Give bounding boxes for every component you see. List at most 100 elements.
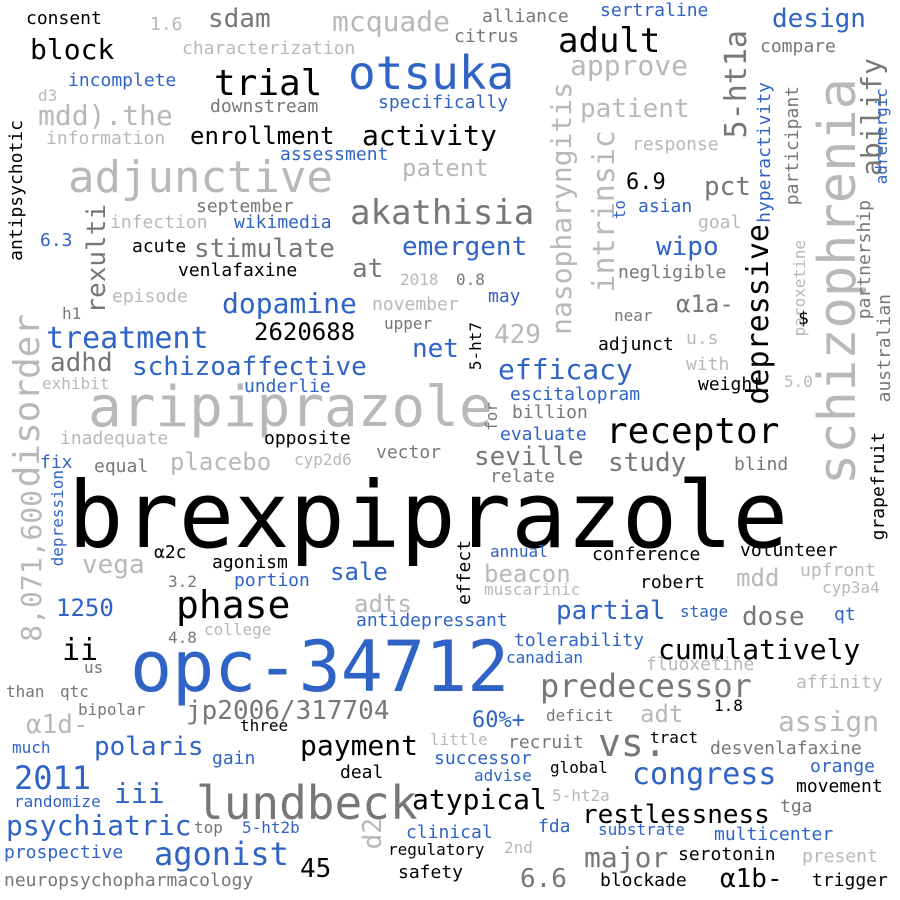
word-nasopharyngitis: nasopharyngitis <box>545 82 578 335</box>
word-portion: portion <box>234 570 310 591</box>
word-study: study <box>608 448 687 478</box>
word-4-8: 4.8 <box>168 628 197 647</box>
word-otsuka: otsuka <box>348 46 515 100</box>
word-sdam: sdam <box>208 4 271 34</box>
word-trigger: trigger <box>812 870 888 891</box>
word-qt: qt <box>834 604 856 625</box>
word-antidepressant: antidepressant <box>356 610 508 631</box>
word-5-0: 5.0 <box>784 372 813 391</box>
word-dopamine: dopamine <box>222 287 357 320</box>
word-multicenter: multicenter <box>714 824 834 845</box>
word-dose: dose <box>742 602 805 632</box>
word-wipo: wipo <box>656 232 719 262</box>
word-vega: vega <box>82 550 145 580</box>
word-september: september <box>196 196 294 217</box>
word-global: global <box>550 758 608 777</box>
word-atypical: atypical <box>412 783 547 816</box>
word-8071600: 8,071,600 <box>15 490 48 642</box>
word-deficit: deficit <box>546 706 614 725</box>
word-episode: episode <box>112 286 188 307</box>
word-than: than <box>6 682 45 701</box>
word-downstream: downstream <box>210 96 319 117</box>
word-d3: d3 <box>38 86 58 105</box>
word-vs: vs. <box>598 721 667 765</box>
word-acute: acute <box>132 236 187 257</box>
word-inadequate: inadequate <box>60 428 169 449</box>
word-partnership: partnership <box>854 200 875 320</box>
word-net: net <box>412 334 459 364</box>
word-alpha1a: α1a- <box>676 290 734 318</box>
word-equal: equal <box>94 456 149 477</box>
word-placebo: placebo <box>170 448 272 476</box>
word-aripiprazole: aripiprazole <box>88 375 493 440</box>
word-h1: h1 <box>62 304 82 323</box>
word-dollar: $ <box>798 308 809 329</box>
word-information: information <box>46 128 166 149</box>
word-citrus: citrus <box>454 26 520 47</box>
word-compare: compare <box>760 36 836 57</box>
word-at: at <box>352 254 384 284</box>
word-jp2006-317704: jp2006/317704 <box>186 696 390 726</box>
word-successor: successor <box>434 748 532 769</box>
word-emergent: emergent <box>402 232 528 262</box>
word-1-8: 1.8 <box>714 696 743 715</box>
word-alliance: alliance <box>482 6 569 27</box>
word-desvenlafaxine: desvenlafaxine <box>710 738 862 759</box>
word-trial: trial <box>214 63 323 104</box>
word-approve: approve <box>570 49 689 82</box>
word-safety: safety <box>398 862 464 883</box>
word-evaluate: evaluate <box>500 424 587 445</box>
word-agonism: agonism <box>212 552 288 573</box>
word-assign: assign <box>778 705 880 738</box>
word-0-8: 0.8 <box>456 270 485 289</box>
word-payment: payment <box>300 729 419 762</box>
word-receptor: receptor <box>606 411 780 452</box>
word-stage: stage <box>680 602 729 621</box>
word-adts: adts <box>354 590 412 618</box>
word-patent: patent <box>402 154 489 182</box>
word-underlie: underlie <box>244 376 331 397</box>
word-assessment: assessment <box>280 144 389 165</box>
word-6-9: 6.9 <box>626 170 666 195</box>
word-alpha1d: α1d- <box>26 710 89 740</box>
word-with: with <box>686 354 730 375</box>
word-to: to <box>610 200 629 220</box>
word-2620688: 2620688 <box>254 318 356 346</box>
word-orange: orange <box>810 756 876 777</box>
word-cyp2d6: cyp2d6 <box>294 450 352 469</box>
word-blockade: blockade <box>600 870 687 891</box>
word-sertraline: sertraline <box>600 0 709 21</box>
word-60plus: 60%+ <box>472 708 525 733</box>
word-three: three <box>240 716 289 735</box>
word-phase: phase <box>176 583 291 627</box>
word-fda: fda <box>538 816 571 837</box>
word-schizoaffective: schizoaffective <box>132 352 367 382</box>
word-for: for <box>482 402 501 431</box>
word-antipsychotic: antipsychotic <box>6 120 27 261</box>
word-congress: congress <box>632 757 777 792</box>
word-alpha2c: α2c <box>154 542 187 563</box>
word-agonist: agonist <box>154 835 289 873</box>
word-enrollment: enrollment <box>190 122 335 150</box>
word-present: present <box>802 846 878 867</box>
word-much: much <box>12 738 51 757</box>
word-partial: partial <box>556 596 666 626</box>
word-regulatory: regulatory <box>388 840 485 859</box>
word-advise: advise <box>474 766 532 785</box>
word-consent: consent <box>26 8 102 29</box>
word-pct: pct <box>704 172 751 202</box>
word-2018: 2018 <box>400 270 439 289</box>
word-ii: ii <box>62 633 99 668</box>
word-upper: upper <box>384 314 433 333</box>
word-relate: relate <box>490 466 556 487</box>
word-mdd: mdd <box>736 564 780 592</box>
word-movement: movement <box>796 776 883 797</box>
word-3-2: 3.2 <box>168 572 197 591</box>
word-neuropsychopharmacology: neuropsychopharmacology <box>4 870 254 891</box>
word-qtc: qtc <box>60 682 89 701</box>
word-predecessor: predecessor <box>540 667 752 705</box>
word-adhd: adhd <box>50 348 113 378</box>
word-us-dot: u.s <box>686 328 719 349</box>
word-rexulti: rexulti <box>82 204 112 314</box>
